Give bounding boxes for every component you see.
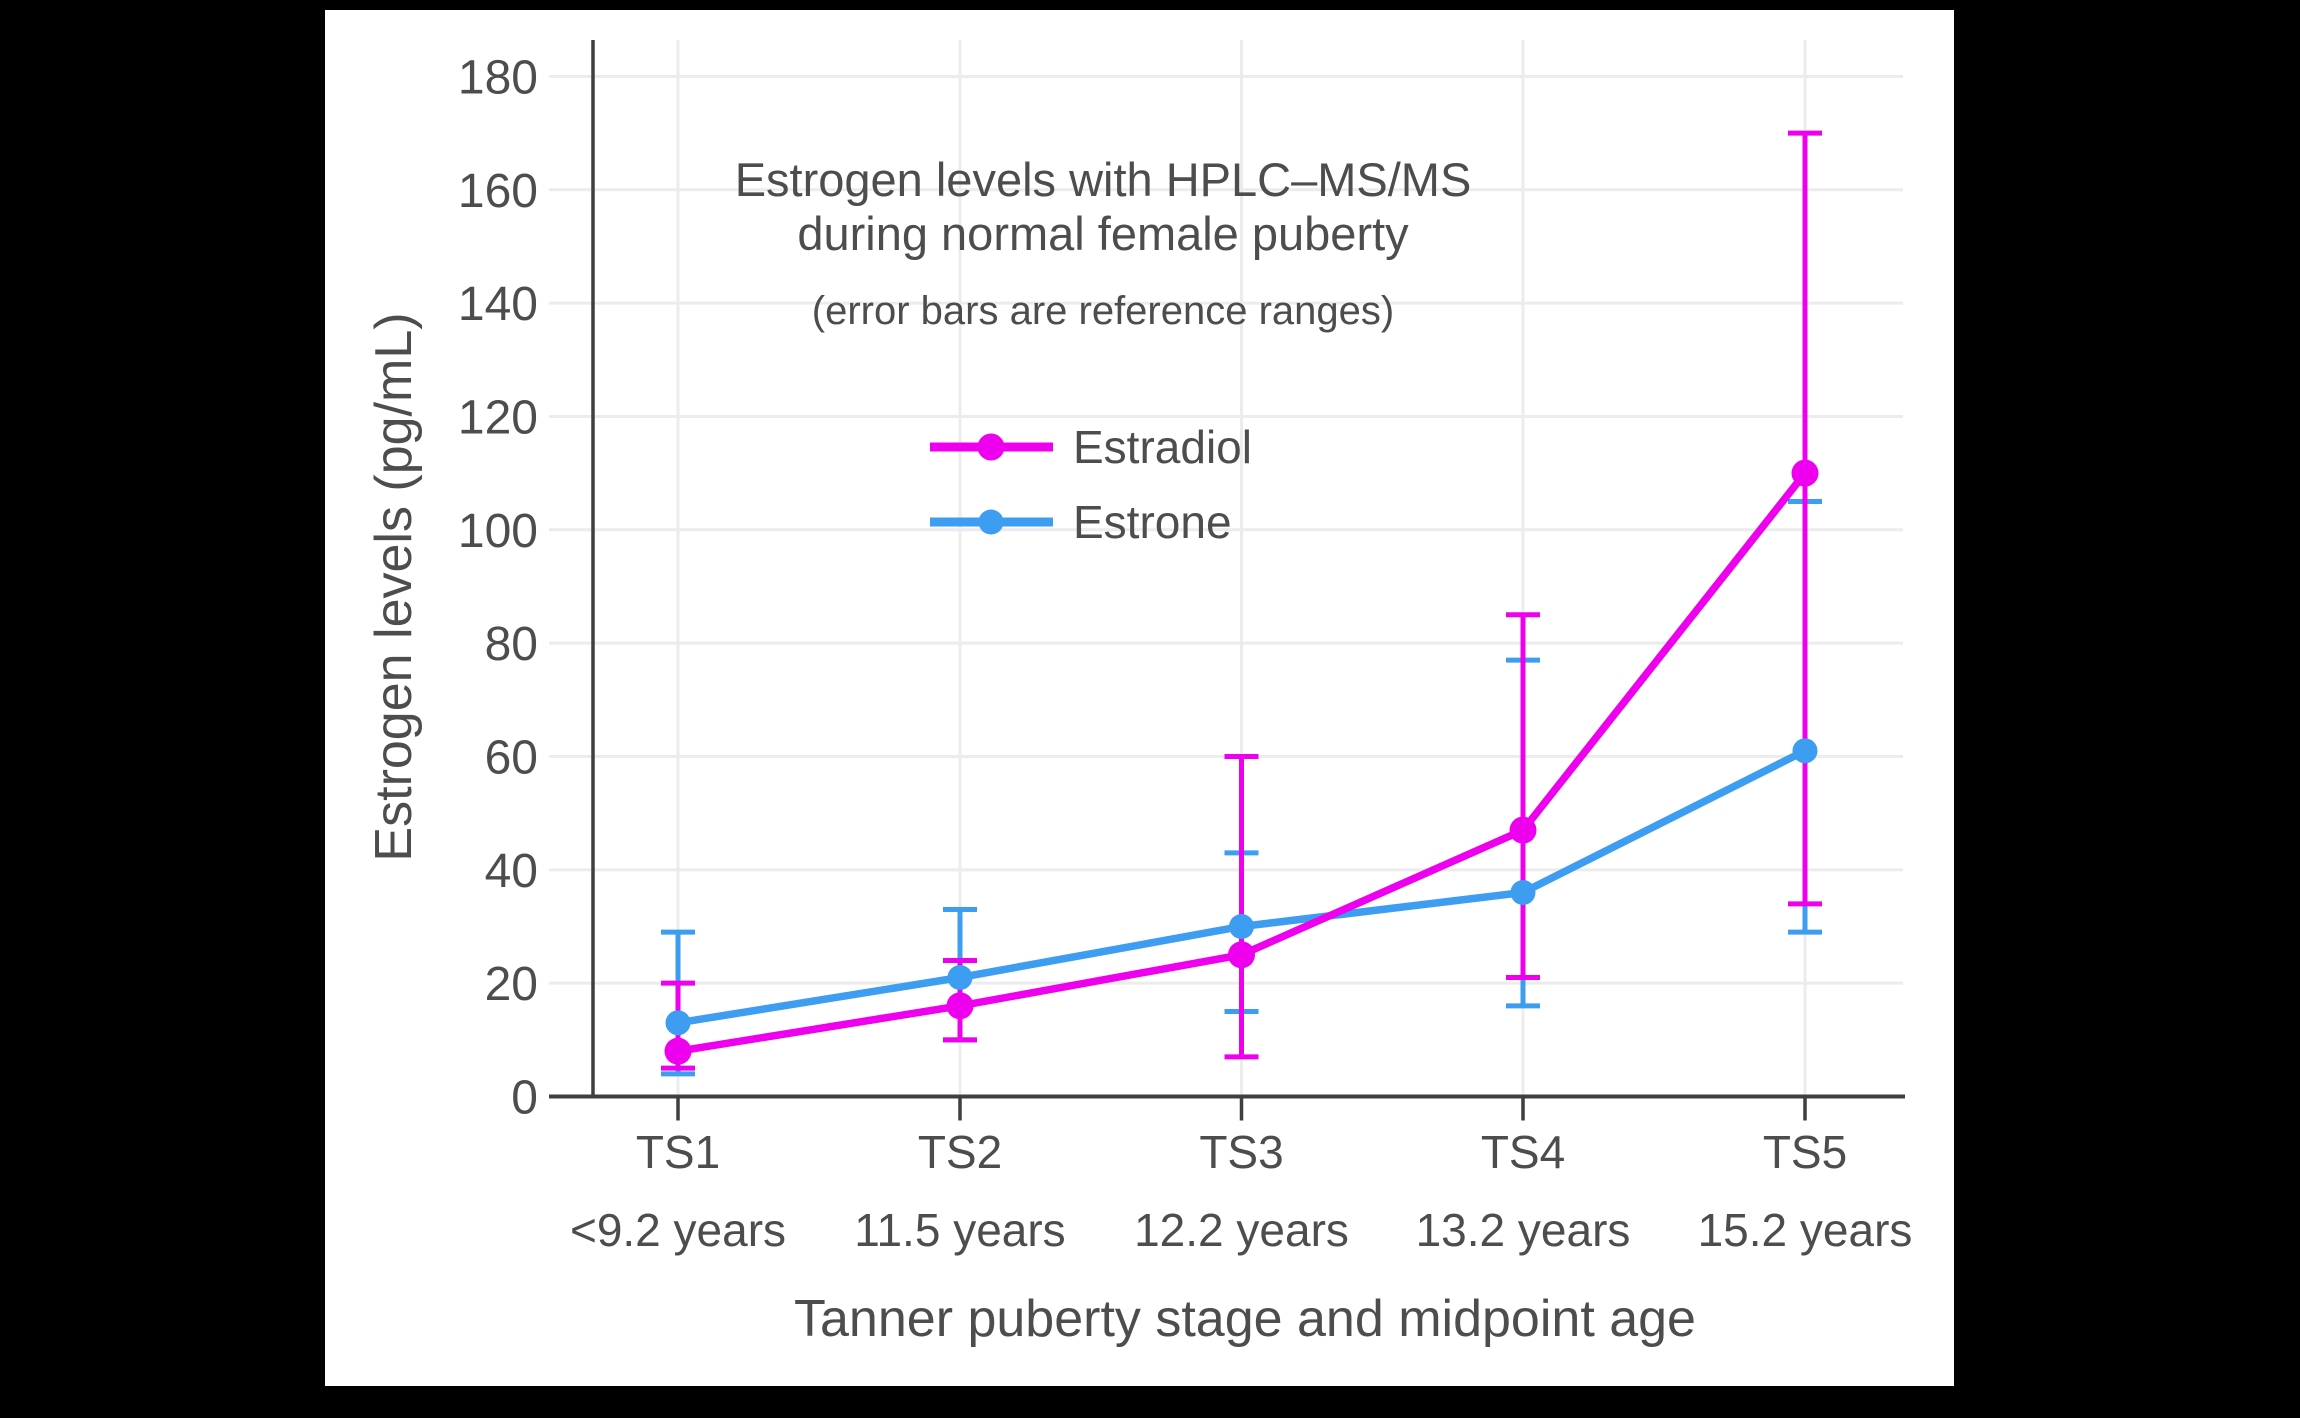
y-tick-label: 100: [458, 505, 538, 558]
x-tick-labels: TS1 <9.2 years TS2 11.5 years TS3 12.2 years T…: [570, 1126, 1912, 1256]
chart-panel: [325, 10, 1954, 1386]
data-point-estrone-TS4: [1510, 879, 1536, 905]
x-tick-label-stage: TS4: [1481, 1126, 1565, 1178]
data-point-estradiol-TS4: [1509, 816, 1537, 844]
y-tick-label: 20: [485, 958, 538, 1011]
error-bar-estradiol-TS3: [1224, 753, 1259, 1060]
legend-marker-estrone-swatch: [978, 509, 1004, 535]
chart-title-line2: during normal female puberty: [797, 207, 1409, 260]
y-tick-label: 80: [485, 618, 538, 671]
y-tick-label: 0: [511, 1072, 538, 1125]
legend: Estradiol Estrone: [930, 421, 1252, 548]
y-tick-label: 160: [458, 165, 538, 218]
data-point-estradiol-TS3: [1228, 941, 1255, 969]
x-tick-label-stage: TS3: [1199, 1126, 1283, 1178]
legend-marker-estradiol-swatch: [977, 433, 1005, 461]
y-tick-labels: 0 20 40 60 80 100 120 140 160 180: [458, 51, 538, 1124]
y-tick-label: 180: [458, 51, 538, 104]
y-axis-title: Estrogen levels (pg/mL): [365, 312, 423, 861]
error-bar-estradiol-TS4: [1506, 612, 1540, 980]
x-axis-title: Tanner puberty stage and midpoint age: [794, 1290, 1696, 1348]
x-tick-label-age: <9.2 years: [570, 1204, 786, 1256]
y-tick-label: 140: [458, 278, 538, 331]
x-tick-label-age: 15.2 years: [1698, 1204, 1913, 1256]
data-point-estradiol-TS1: [664, 1037, 692, 1065]
chart-subtitle: (error bars are reference ranges): [812, 289, 1394, 333]
x-tick-label-age: 13.2 years: [1416, 1204, 1631, 1256]
data-point-estrone-TS2: [947, 964, 973, 990]
error-bar-estradiol-TS5: [1788, 130, 1822, 907]
data-point-estrone-TS1: [665, 1010, 691, 1036]
data-point-estradiol-TS5: [1791, 459, 1819, 487]
x-tick-label-age: 11.5 years: [854, 1204, 1065, 1256]
y-tick-label: 40: [485, 845, 538, 898]
data-point-estrone-TS3: [1229, 913, 1254, 939]
x-tick-label-stage: TS5: [1763, 1126, 1847, 1178]
axes: [549, 40, 1905, 1121]
y-tick-label: 60: [485, 731, 538, 784]
data-point-estradiol-TS2: [946, 992, 974, 1020]
x-tick-label-stage: TS1: [636, 1126, 720, 1178]
x-tick-label-stage: TS2: [918, 1126, 1002, 1178]
legend-item-estrone: Estrone: [930, 496, 1232, 548]
legend-label-estradiol: Estradiol: [1073, 421, 1252, 473]
y-tick-label: 120: [458, 391, 538, 444]
plot-series: [661, 130, 1822, 1077]
legend-item-estradiol: Estradiol: [930, 421, 1252, 473]
data-point-estrone-TS5: [1792, 738, 1818, 764]
legend-label-estrone: Estrone: [1073, 496, 1232, 548]
chart-title-line1: Estrogen levels with HPLC–MS/MS: [735, 153, 1472, 206]
x-tick-label-age: 12.2 years: [1134, 1204, 1349, 1256]
